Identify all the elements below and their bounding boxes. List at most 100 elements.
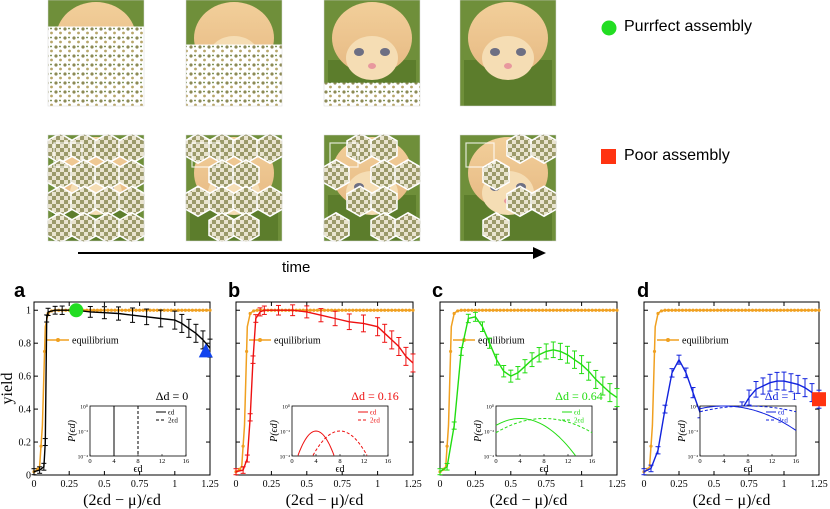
equilibrium-point bbox=[344, 308, 348, 312]
x-tick-label: 1 bbox=[782, 479, 787, 490]
x-tick-label: 0.75 bbox=[740, 479, 758, 490]
inset-x-tick: 16 bbox=[589, 458, 596, 465]
equilibrium-point bbox=[615, 308, 619, 312]
x-tick-label: 0.25 bbox=[670, 479, 688, 490]
equilibrium-point bbox=[39, 444, 43, 448]
equilibrium-point bbox=[771, 308, 776, 312]
inset-x-tick: 8 bbox=[136, 458, 139, 465]
equilibrium-point bbox=[138, 308, 142, 312]
x-axis-label: (2ϵd − μ)/ϵd bbox=[83, 492, 161, 509]
inset-y-tick: 10⁻⁴ bbox=[280, 455, 290, 461]
equilibrium-point bbox=[477, 308, 481, 312]
inset-y-tick: 10⁻² bbox=[688, 430, 698, 436]
equilibrium-point bbox=[516, 308, 520, 312]
equilibrium-point bbox=[113, 308, 117, 312]
delta-label: Δd = 0.64 bbox=[555, 389, 602, 403]
equilibrium-point bbox=[754, 308, 758, 312]
inset-y-tick: 10⁻⁴ bbox=[484, 455, 494, 461]
equilibrium-point bbox=[750, 308, 755, 312]
equilibrium-point bbox=[197, 308, 202, 312]
x-tick-label: 0.25 bbox=[467, 479, 485, 490]
equilibrium-point bbox=[705, 308, 709, 312]
y-axis-label: yield bbox=[0, 373, 16, 405]
equilibrium-point bbox=[495, 308, 499, 312]
equilibrium-point bbox=[390, 308, 394, 312]
equilibrium-point bbox=[533, 308, 538, 312]
inset-legend-single: ϵd bbox=[370, 409, 377, 417]
delta-label: Δd = 1 bbox=[765, 389, 797, 403]
red-square-icon bbox=[601, 149, 616, 164]
inset-single-curve bbox=[699, 405, 797, 431]
plot-frame bbox=[235, 301, 414, 476]
inset-x-tick: 0 bbox=[698, 458, 701, 465]
equilibrium-point bbox=[187, 308, 191, 312]
equilibrium-point bbox=[95, 308, 99, 312]
equilibrium-point bbox=[456, 309, 460, 313]
equilibrium-point bbox=[361, 308, 366, 312]
inset-y-tick: 10⁰ bbox=[486, 404, 495, 411]
equilibrium-point bbox=[761, 308, 765, 312]
x-tick-label: 1 bbox=[579, 479, 584, 490]
y-tick-label: 0.2 bbox=[19, 438, 32, 449]
equilibrium-point bbox=[580, 308, 584, 312]
equilibrium-point bbox=[813, 308, 818, 312]
equilibrium-point bbox=[611, 308, 616, 312]
equilibrium-point bbox=[601, 308, 605, 312]
poor-assembly-sequence-frame-1 bbox=[46, 132, 146, 244]
equilibrium-point bbox=[358, 308, 362, 312]
equilibrium-point bbox=[666, 308, 671, 312]
x-tick-label: 1 bbox=[172, 479, 177, 490]
inset-x-tick: 8 bbox=[542, 458, 545, 465]
x-tick-label: 0.5 bbox=[708, 479, 721, 490]
equilibrium-point bbox=[347, 308, 351, 312]
yield-panels: a 0 0.25 0.5 0.75 1 1.25 0 0.2 0.4 0.6 0.8 1 (2ϵd − μ… bbox=[0, 280, 828, 509]
x-tick-label: 0.5 bbox=[301, 479, 314, 490]
green-circle-icon bbox=[601, 20, 617, 36]
equilibrium-point bbox=[400, 308, 404, 312]
x-axis-label: (2ϵd − μ)/ϵd bbox=[490, 492, 568, 509]
panel-b: b 0 0.25 0.5 0.75 1 1.25 (2ϵd − μ)/ϵd equilibriu… bbox=[228, 280, 422, 509]
good-assembly-sequence-frame-1 bbox=[47, 0, 145, 107]
equilibrium-point bbox=[190, 308, 194, 312]
inset-y-label: P(ϵd) bbox=[67, 419, 78, 442]
equilibrium-point bbox=[604, 308, 608, 312]
equilibrium-point bbox=[663, 308, 667, 312]
good-assembly-sequence-frame-2 bbox=[185, 0, 283, 107]
inset-single-curve bbox=[495, 418, 576, 457]
equilibrium-point bbox=[134, 308, 138, 312]
inset-y-label: P(ϵd) bbox=[269, 419, 280, 442]
equilibrium-point bbox=[372, 308, 376, 312]
poor-assembly-sequence-frame-3 bbox=[322, 132, 422, 244]
inset-x-tick: 4 bbox=[518, 458, 522, 465]
x-tick-label: 0 bbox=[234, 479, 239, 490]
equilibrium-point bbox=[810, 308, 814, 312]
x-tick-label: 0.75 bbox=[333, 479, 351, 490]
inset-x-tick: 8 bbox=[338, 458, 341, 465]
good-assembly-sequence-frame-3 bbox=[323, 0, 421, 107]
equilibrium-point bbox=[386, 308, 390, 312]
equilibrium-point bbox=[326, 308, 330, 312]
equilibrium-point bbox=[498, 308, 502, 312]
equilibrium-point bbox=[484, 308, 488, 312]
equilibrium-point bbox=[789, 308, 793, 312]
inset-x-tick: 4 bbox=[722, 458, 726, 465]
equilibrium-point bbox=[155, 308, 159, 312]
equilibrium-point bbox=[537, 308, 541, 312]
equilibrium-point bbox=[505, 308, 509, 312]
equilibrium-point bbox=[42, 349, 47, 354]
time-label: time bbox=[282, 259, 311, 276]
x-tick-label: 0.75 bbox=[537, 479, 555, 490]
equilibrium-point bbox=[445, 444, 449, 448]
legend-poor-label: Poor assembly bbox=[624, 147, 730, 164]
equilibrium-point bbox=[729, 308, 734, 312]
equilibrium-point bbox=[590, 308, 594, 312]
x-axis-label: (2ϵd − μ)/ϵd bbox=[286, 492, 364, 509]
equilibrium-point bbox=[694, 308, 699, 312]
inset-y-tick: 10⁰ bbox=[690, 404, 699, 411]
equilibrium-point bbox=[106, 308, 110, 312]
inset-legend-double: 2ϵd bbox=[168, 417, 178, 425]
equilibrium-point bbox=[792, 308, 797, 312]
panel-d: d 0 0.25 0.5 0.75 1 1.25 (2ϵd − μ)/ϵd equilibriu… bbox=[637, 280, 828, 509]
equilibrium-point bbox=[152, 308, 156, 312]
